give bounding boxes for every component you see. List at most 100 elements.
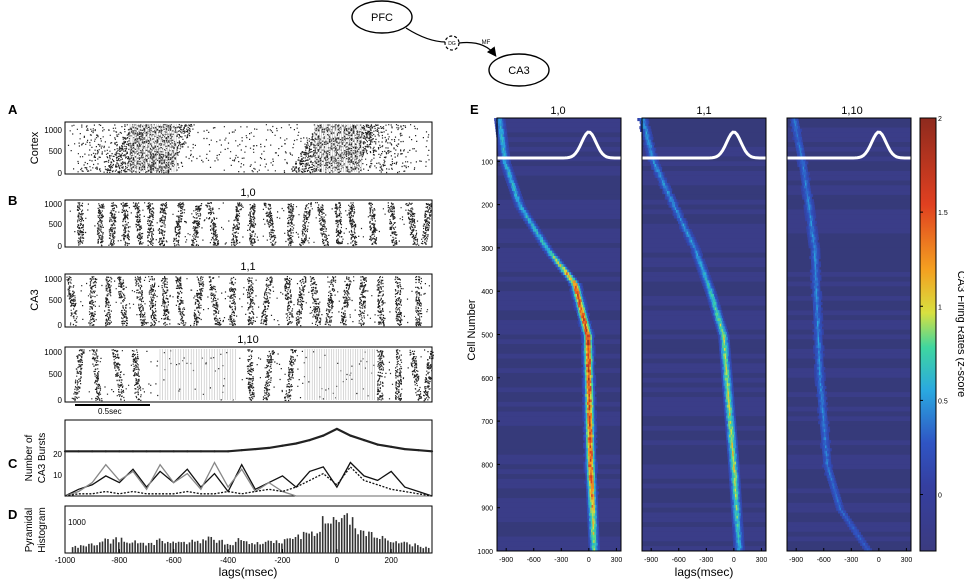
heatmap-cell <box>729 453 731 457</box>
heatmap-cell <box>725 361 727 365</box>
heatmap-cell <box>582 412 585 417</box>
heatmap-cell <box>516 207 518 211</box>
heatmap-cell <box>590 518 593 522</box>
heatmap-cell <box>728 358 730 362</box>
burst-point <box>403 447 406 451</box>
heatmap-cell <box>810 250 813 254</box>
heatmap-cell <box>801 142 804 146</box>
heatmap-cell <box>591 504 594 509</box>
heatmap-cell <box>814 348 817 352</box>
heatmap-cell <box>727 450 729 454</box>
heatmap-cell <box>731 399 733 403</box>
heatmap-cell <box>574 280 576 284</box>
heatmap-cell <box>501 128 504 132</box>
heatmap-cell <box>501 147 503 151</box>
heatmap-cell <box>733 523 736 528</box>
heatmap-cell <box>661 180 664 184</box>
heatmap-cell <box>739 507 741 511</box>
ca3-node <box>488 53 550 87</box>
heatmap-cell <box>590 361 593 365</box>
heatmap-cell <box>648 147 650 151</box>
heatmap-cell <box>539 239 542 243</box>
heatmap-cell <box>591 369 593 373</box>
heatmap-cell <box>722 366 724 371</box>
heatmap-cell <box>589 331 592 335</box>
heatmap-cell <box>589 464 592 468</box>
heatmap-cell <box>707 293 710 298</box>
heatmap-cell <box>593 345 596 349</box>
heatmap-row <box>497 243 621 248</box>
burst-point <box>281 444 284 447</box>
ca3-ylabel: CA3 <box>29 289 41 310</box>
heatmap-cell <box>824 407 827 411</box>
raster-b2-tick-1000: 1000 <box>44 275 62 284</box>
heatmap-cell <box>585 429 588 433</box>
heatmap-cell <box>524 215 527 219</box>
heatmap-row <box>787 474 911 479</box>
heatmap-row <box>787 185 911 191</box>
heatmap-cell <box>848 523 851 528</box>
heatmap-cell <box>586 383 589 387</box>
colorbar-ticks: 21.510.50 <box>920 116 948 500</box>
heatmap-cell <box>820 291 823 295</box>
raster-cortex <box>64 121 433 175</box>
heatmap-cell <box>721 342 724 346</box>
heatmap-cell <box>813 320 816 325</box>
heatmap-row <box>642 300 766 306</box>
heatmap-cell <box>579 291 582 295</box>
heatmap-cell <box>733 548 736 552</box>
heatmap-cell <box>592 523 595 528</box>
heatmap-cell <box>593 404 596 408</box>
heatmap-cell <box>730 394 733 398</box>
heatmap-cell <box>817 261 820 265</box>
heatmap-cell <box>649 153 652 157</box>
heatmap-cell <box>585 342 588 346</box>
heatmap-cell <box>680 212 683 216</box>
heatmap-cell <box>669 199 671 203</box>
heatmap-cell <box>517 193 519 197</box>
heatmap-row <box>642 454 766 460</box>
heatmap-cell <box>706 291 709 295</box>
heatmap-cell <box>812 288 814 292</box>
heatmap-cell <box>807 234 809 238</box>
heatmap-cell <box>817 375 820 379</box>
heatmap-cell <box>654 161 657 165</box>
heatmap-cell <box>589 456 592 460</box>
heatmap-cell <box>697 247 700 252</box>
heatmap-row <box>787 382 911 388</box>
heatmap-cell <box>671 204 674 208</box>
heatmap-cell <box>504 139 507 143</box>
heatmap-cell <box>740 532 743 536</box>
heatmap-cell <box>593 467 595 471</box>
heatmap-cell <box>815 364 818 368</box>
heatmap-cell <box>592 418 594 422</box>
heatmap-cell <box>727 458 730 463</box>
heatmap-cell <box>590 404 592 408</box>
heatmap-cell <box>647 126 650 130</box>
heatmap-cell <box>510 164 512 168</box>
heatmap-cell <box>804 166 806 170</box>
heatmap-cell <box>813 220 816 224</box>
heatmap-cell <box>592 483 594 487</box>
heatmap-cell <box>715 315 718 319</box>
heatmap-cell <box>819 304 822 308</box>
heatmap-cell <box>583 372 585 376</box>
heatmap-cell <box>672 212 675 216</box>
heatmap-cell <box>592 499 595 503</box>
heatmap-cell <box>797 128 799 132</box>
heatmap-cell <box>821 388 824 392</box>
heatmap-cell <box>731 521 734 525</box>
heatmap-cell <box>735 475 738 479</box>
heatmap-row <box>787 305 911 311</box>
heatmap-cell <box>557 256 560 260</box>
heatmap-cell <box>857 534 860 538</box>
heatmap-cell <box>818 312 820 316</box>
heatmap-cell <box>812 302 815 306</box>
heatmap-cell <box>801 161 804 165</box>
heatmap-cell <box>818 285 821 289</box>
heatmap-cell <box>866 545 869 549</box>
heatmap-cell <box>591 464 594 468</box>
heatmap-cell <box>591 532 593 536</box>
heatmap-row <box>787 421 911 426</box>
heatmap-cell <box>588 337 591 341</box>
